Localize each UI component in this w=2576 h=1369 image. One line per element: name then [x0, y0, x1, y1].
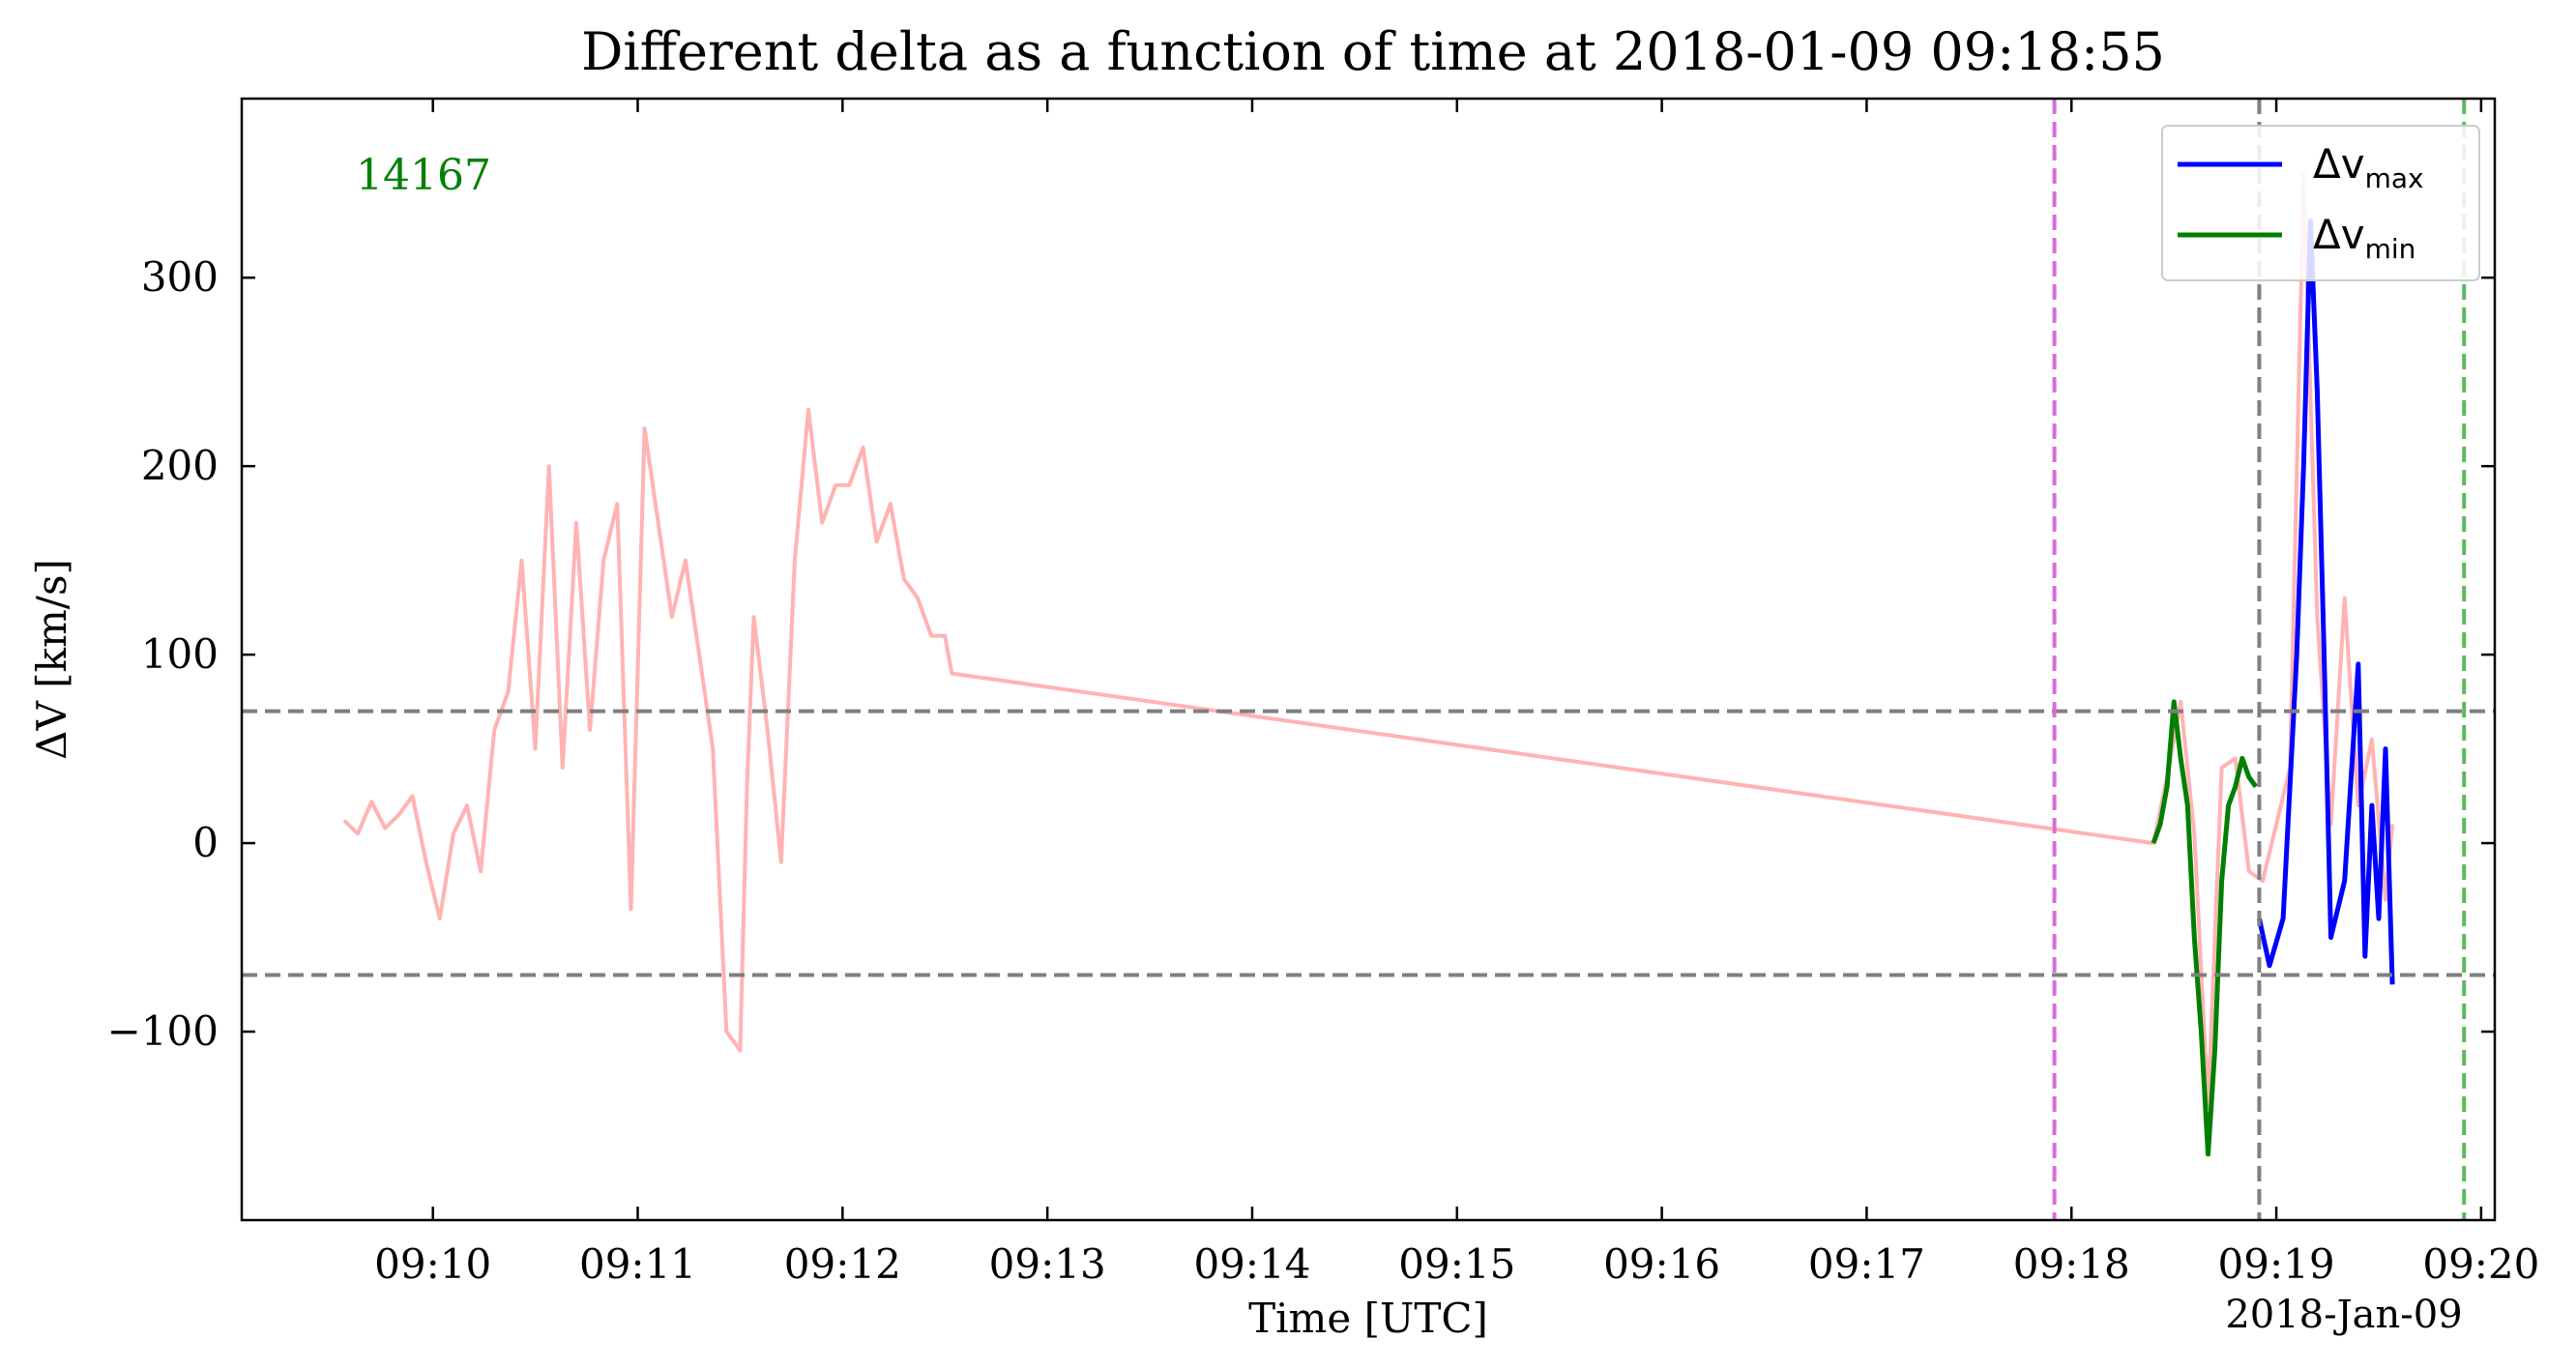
legend: Δvmax Δvmin: [2161, 125, 2480, 281]
x-tick-label: 09:18: [2013, 1240, 2130, 1288]
x-tick-label: 09:15: [1398, 1240, 1515, 1288]
x-tick-label: 09:13: [989, 1240, 1106, 1288]
x-tick-label: 09:10: [374, 1240, 491, 1288]
series-line-background: [342, 172, 2395, 1109]
x-date-label: 2018-Jan-09: [2225, 1293, 2462, 1337]
reference-lines: [242, 99, 2495, 1220]
y-tick-label: 200: [141, 442, 219, 489]
legend-label-min: Δvmin: [2313, 211, 2415, 265]
chart-title: Different delta as a function of time at…: [581, 21, 2165, 82]
x-axis-label: Time [UTC]: [1248, 1295, 1488, 1342]
legend-label-max: Δvmax: [2313, 140, 2424, 194]
plot-frame: [240, 97, 2497, 1222]
y-tick-label: −100: [107, 1007, 219, 1055]
axis-ticks: 09:10 09:11 09:12 09:13 09:14 09:15 09:16 09:17…: [107, 99, 2539, 1288]
x-tick-label: 09:11: [579, 1240, 696, 1288]
y-axis-label: ΔV [km/s]: [28, 559, 75, 760]
x-tick-label: 09:16: [1603, 1240, 1720, 1288]
series-layer: [342, 172, 2395, 1157]
y-tick-label: 100: [141, 630, 219, 678]
series-line-vmax: [2256, 218, 2395, 985]
x-tick-label: 09:14: [1193, 1240, 1310, 1288]
y-tick-label: 300: [141, 253, 219, 301]
x-tick-label: 09:19: [2218, 1240, 2335, 1288]
annotation-label: 14167: [356, 151, 491, 200]
series-line-vmin: [2151, 699, 2258, 1157]
x-tick-label: 09:20: [2422, 1240, 2539, 1288]
y-tick-label: 0: [192, 819, 219, 866]
x-tick-label: 09:12: [784, 1240, 901, 1288]
x-tick-label: 09:17: [1808, 1240, 1925, 1288]
